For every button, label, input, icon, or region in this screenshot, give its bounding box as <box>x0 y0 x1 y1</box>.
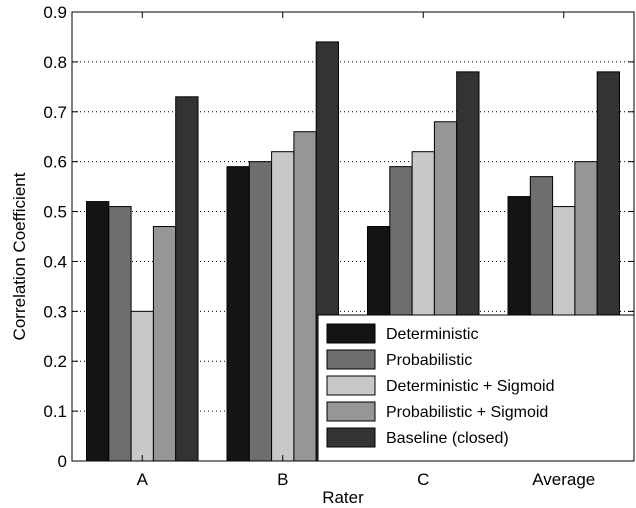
y-tick-label: 0.6 <box>43 153 67 172</box>
y-tick-label: 0.7 <box>43 103 67 122</box>
bar <box>226 166 250 462</box>
x-axis-label: Rater <box>322 488 364 507</box>
legend-swatch <box>326 401 376 422</box>
y-tick-label: 0.1 <box>43 402 67 421</box>
y-tick-label: 0 <box>58 452 67 471</box>
legend-label: Probabilistic <box>386 352 472 369</box>
legend-label: Deterministic + Sigmoid <box>386 378 555 395</box>
legend-label: Deterministic <box>386 326 478 343</box>
legend-swatch <box>326 427 376 448</box>
x-tick-label: A <box>137 470 149 489</box>
y-tick-label: 0.4 <box>43 252 67 271</box>
bar <box>248 161 273 462</box>
bar <box>86 201 110 462</box>
y-tick-label: 0.2 <box>43 352 67 371</box>
y-tick-label: 0.3 <box>43 302 67 321</box>
legend: Deterministic Probabilistic Deterministic … <box>317 314 635 462</box>
y-tick-label: 0.9 <box>43 3 67 22</box>
y-axis-label: Correlation Coefficient <box>10 172 29 340</box>
bar <box>293 131 317 462</box>
legend-swatch <box>326 323 376 344</box>
y-tick-label: 0.5 <box>43 203 67 222</box>
y-axis: 0 0.1 0.2 0.3 0.4 0.5 0.6 0.7 0.8 0.9 <box>43 3 634 471</box>
bar <box>108 206 132 462</box>
legend-label: Probabilistic + Sigmoid <box>386 404 548 421</box>
bar <box>152 226 177 462</box>
legend-swatch <box>326 375 376 396</box>
bar <box>130 310 154 462</box>
y-tick-label: 0.8 <box>43 53 67 72</box>
legend-swatch <box>326 349 376 370</box>
bar <box>175 96 199 462</box>
x-axis: A B C Average <box>137 12 595 489</box>
x-tick-label: Average <box>532 470 595 489</box>
x-tick-label: B <box>277 470 288 489</box>
x-tick-label: C <box>417 470 429 489</box>
bar <box>271 151 295 462</box>
legend-label: Baseline (closed) <box>386 430 509 447</box>
